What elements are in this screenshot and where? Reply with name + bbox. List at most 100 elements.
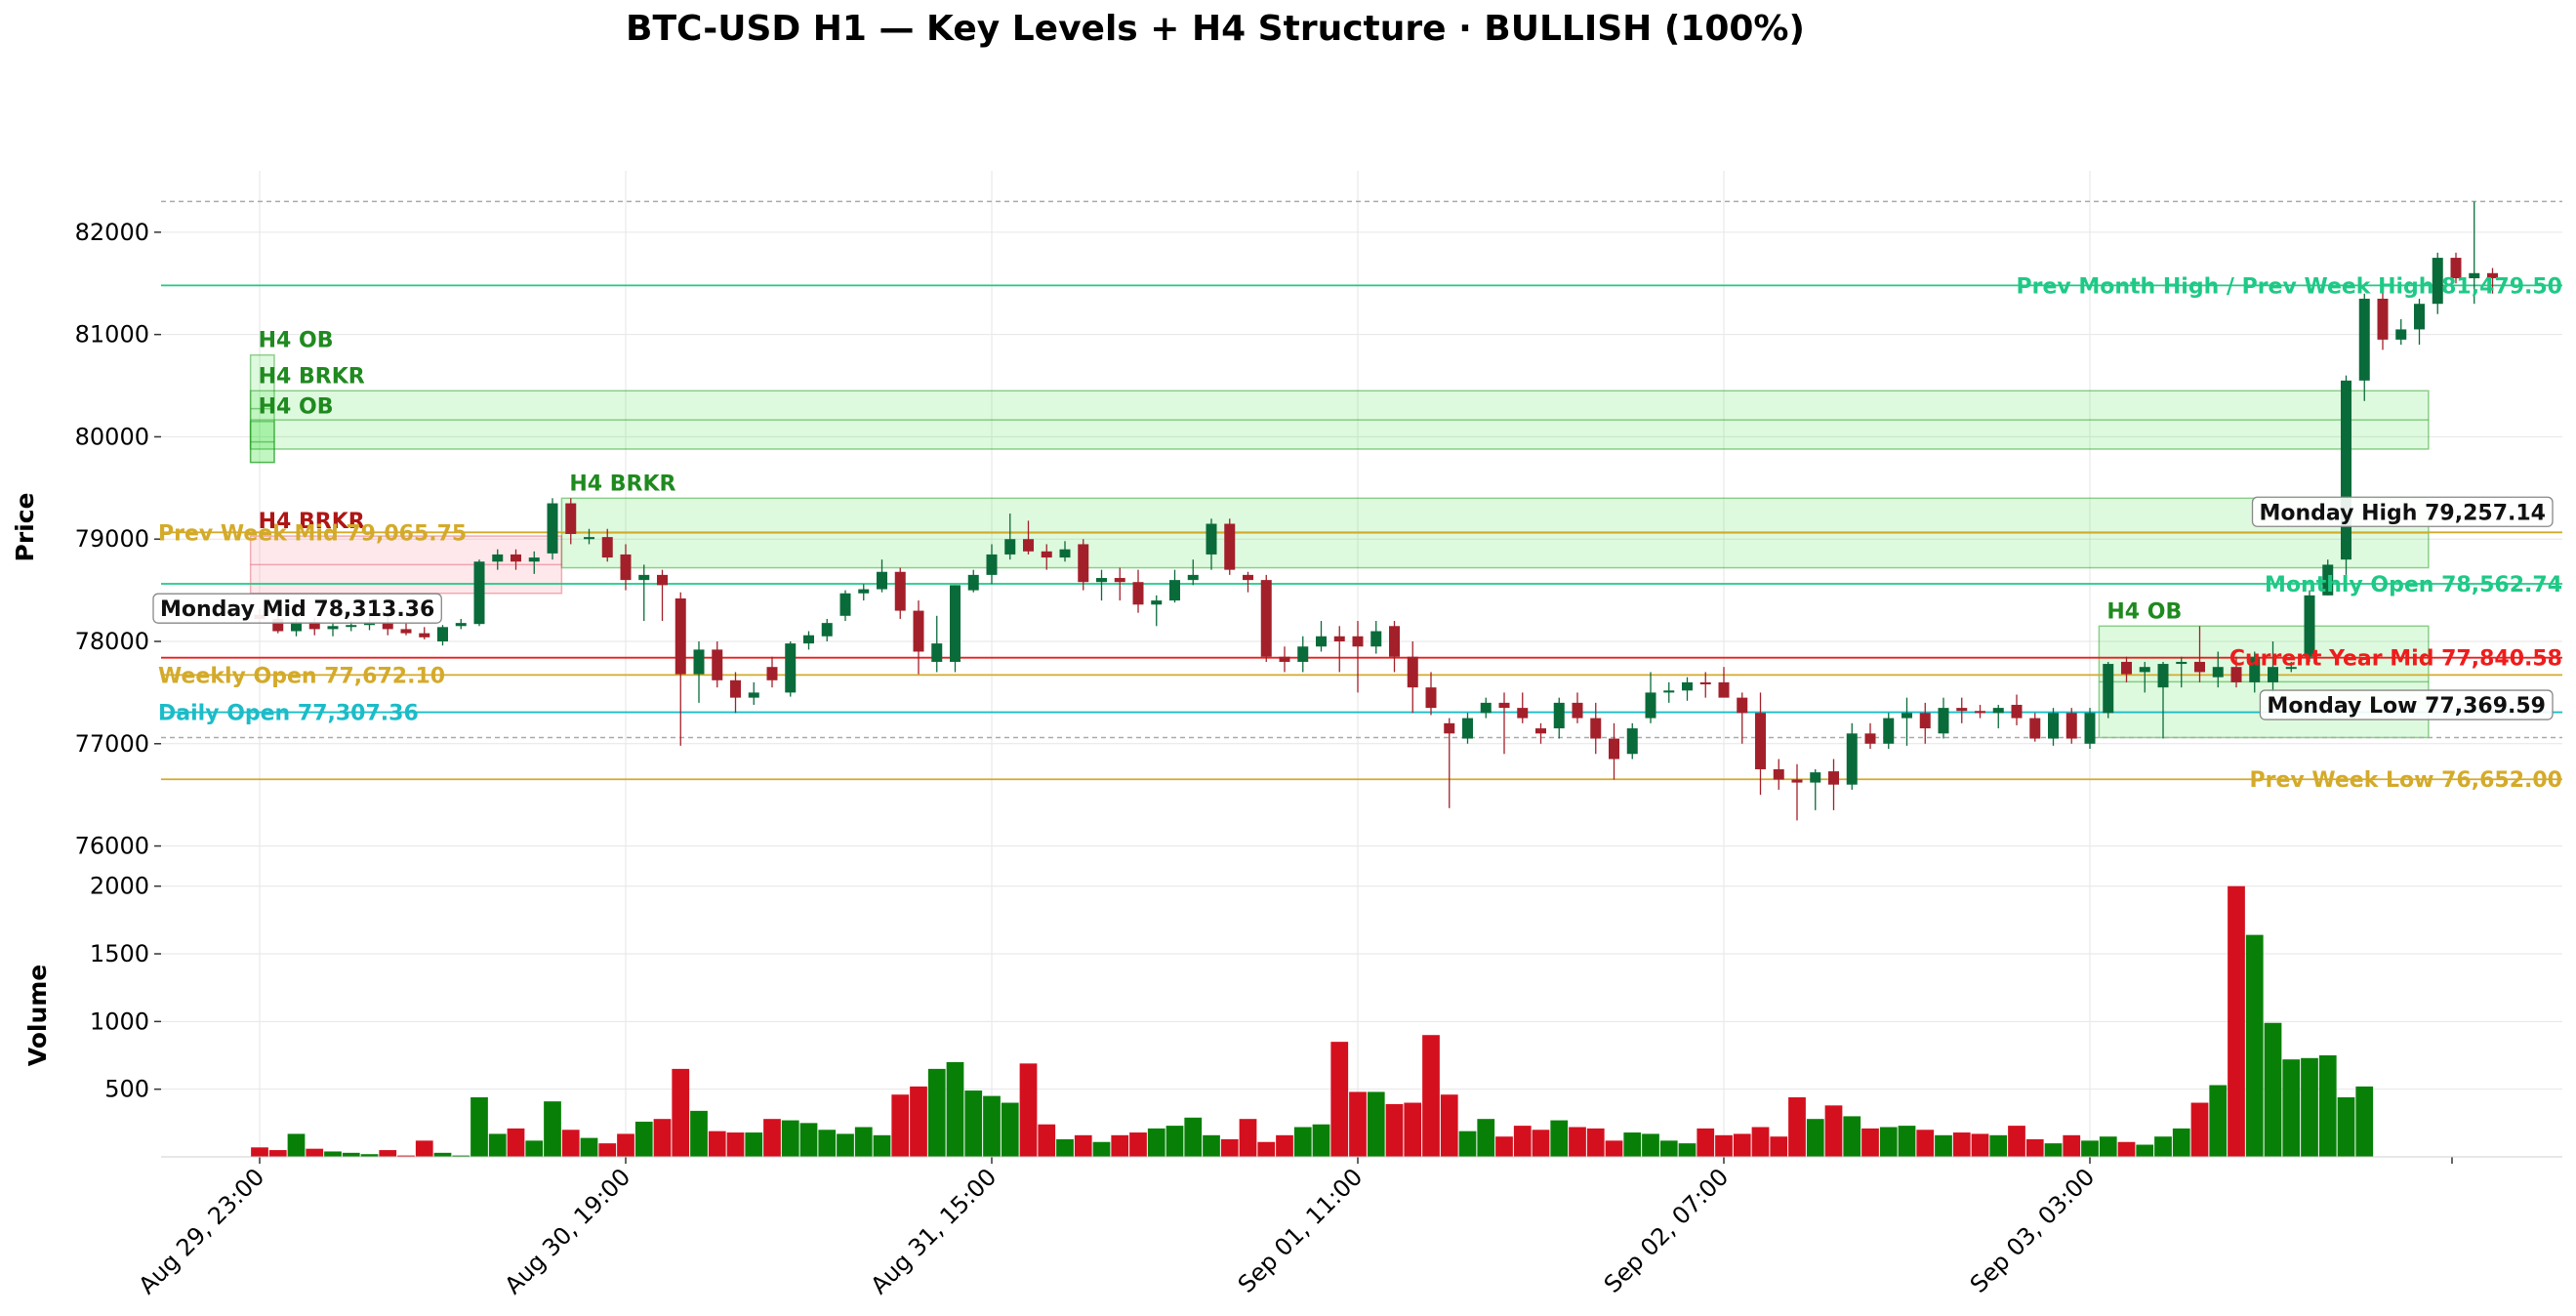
volume-bar (2228, 885, 2245, 1157)
candle (1846, 722, 1858, 790)
candle (748, 681, 759, 705)
candle (693, 641, 705, 703)
volume-bar (1367, 1091, 1385, 1157)
volume-bar (1623, 1132, 1642, 1157)
volume-bar (1550, 1120, 1569, 1157)
candle (1553, 697, 1565, 739)
volume-bar (1935, 1134, 1952, 1157)
candle-body (1975, 711, 1985, 714)
candle (931, 615, 943, 673)
candle-body (2029, 718, 2041, 739)
candle (1114, 567, 1125, 601)
volume-bar (763, 1119, 781, 1157)
volume-bar (2190, 1102, 2209, 1157)
volume-bar (580, 1137, 598, 1157)
dashed-levels (161, 200, 2562, 739)
candle (528, 551, 540, 574)
volume-bar (1349, 1091, 1367, 1157)
volume-bar (544, 1101, 561, 1157)
candle (1023, 520, 1034, 555)
candle-body (1883, 718, 1895, 744)
x-tick-label: Sep 01, 11:00 (1233, 1163, 1368, 1297)
candle (2048, 708, 2059, 746)
candle (473, 559, 485, 627)
candle (1919, 702, 1931, 744)
candle (2322, 559, 2334, 596)
level-box: Monday High 79,257.14 (2251, 496, 2554, 527)
candle (1407, 641, 1418, 714)
volume-bar (1422, 1035, 1440, 1157)
candle-body (2194, 661, 2205, 673)
volume-bar (946, 1061, 964, 1157)
volume-bar (2081, 1140, 2099, 1157)
candle-body (766, 667, 778, 680)
candle (492, 549, 504, 570)
level-label: Prev Month High / Prev Week High 81,479.… (2016, 274, 2562, 299)
candle-body (455, 623, 467, 627)
candle-body (1956, 708, 1968, 712)
volume-bar (1312, 1124, 1330, 1157)
volume-bar (1898, 1126, 1916, 1157)
candle (2212, 651, 2224, 688)
volume-bar (1092, 1141, 1111, 1157)
candle (1480, 697, 1492, 719)
candle-body (2121, 661, 2132, 675)
candle-body (308, 622, 320, 630)
volume-bar (1788, 1096, 1806, 1157)
x-tick-label: Aug 30, 19:00 (500, 1163, 636, 1299)
candle-body (1755, 713, 1766, 769)
candle (2358, 293, 2370, 401)
volume-bar (690, 1110, 708, 1157)
price-tick-label: 81000 (75, 321, 149, 349)
candle (1297, 636, 1309, 673)
candle-body (1041, 551, 1052, 558)
candle (1078, 539, 1089, 591)
candle-body (327, 626, 339, 630)
candle-body (1498, 702, 1510, 709)
volume-bar (1330, 1042, 1349, 1157)
volume-bar (433, 1152, 452, 1157)
level-label: Current Year Mid 77,840.58 (2229, 647, 2562, 672)
candle (1059, 541, 1071, 562)
volume-bar (1184, 1117, 1203, 1157)
candle-body (2487, 272, 2498, 279)
candle (601, 528, 613, 562)
candle (1498, 692, 1510, 755)
volume-bar (2063, 1134, 2081, 1157)
h4-zone-label: H4 OB (259, 329, 334, 353)
candle (1992, 704, 2004, 729)
level-box-frame (152, 593, 442, 624)
volume-bar (1770, 1136, 1788, 1157)
candle-body (1553, 702, 1565, 729)
price-tick-label: 79000 (75, 525, 149, 553)
candle (2230, 656, 2242, 688)
volume-tick-label: 500 (104, 1076, 149, 1103)
candle (657, 569, 668, 622)
candle (1535, 722, 1546, 744)
volume-bar (1220, 1138, 1239, 1157)
candle-body (2395, 329, 2407, 340)
candle-body (1699, 681, 1711, 685)
candle (584, 528, 594, 545)
volume-bar (1879, 1127, 1898, 1157)
candle (1590, 702, 1602, 755)
candle-body (1352, 636, 1364, 647)
candle-body (492, 554, 504, 562)
volume-bar (1605, 1140, 1623, 1157)
volume-bar (1276, 1134, 1293, 1157)
candle-body (528, 557, 540, 562)
candle-body (1425, 687, 1437, 709)
candle-body (1151, 600, 1163, 605)
candle-body (2065, 713, 2077, 739)
candle (1370, 621, 1382, 654)
candle (1206, 518, 1217, 570)
candle (2268, 641, 2278, 693)
volume-bar (891, 1094, 910, 1157)
candle (858, 584, 870, 601)
candle (2084, 708, 2096, 750)
level-label: Weekly Open 77,672.10 (158, 664, 445, 688)
volume-bar (488, 1133, 507, 1157)
candle-body (437, 627, 448, 641)
candle-body (1828, 771, 1839, 785)
candle (2029, 713, 2041, 742)
